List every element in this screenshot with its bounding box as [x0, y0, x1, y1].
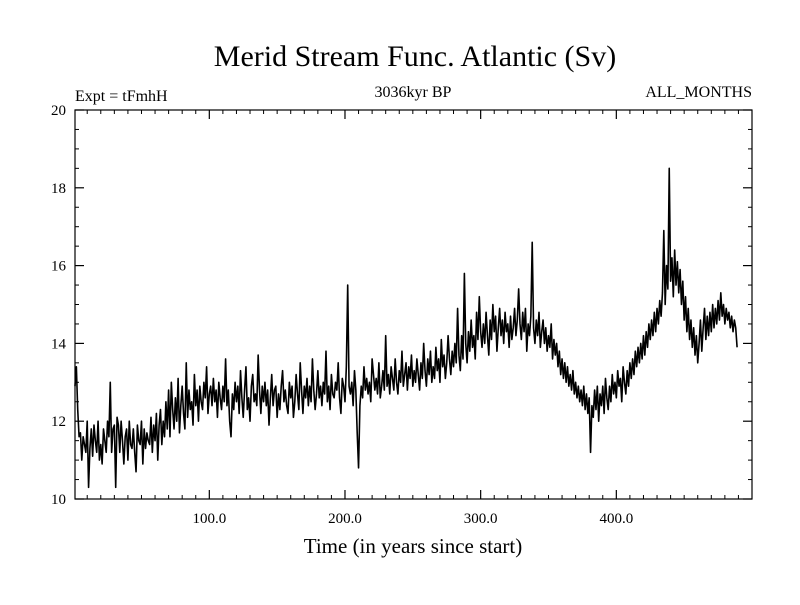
- x-tick-label: 100.0: [192, 511, 226, 527]
- y-tick-label: 10: [51, 492, 66, 508]
- y-tick-labels: 10 12 14 16 18 20: [51, 103, 67, 508]
- months-label: ALL_MONTHS: [645, 84, 752, 101]
- major-ticks: [75, 109, 752, 500]
- experiment-label: Expt = tFmhH: [75, 88, 168, 105]
- series-line: [74, 167, 738, 489]
- y-tick-label: 14: [51, 336, 67, 352]
- minor-ticks: [75, 110, 752, 499]
- chart-title: Merid Stream Func. Atlantic (Sv): [214, 40, 616, 73]
- y-tick-label: 12: [51, 414, 66, 430]
- y-tick-label: 20: [51, 103, 66, 119]
- y-tick-label: 18: [51, 181, 66, 197]
- x-tick-label: 300.0: [464, 511, 498, 527]
- chart-subtitle: 3036kyr BP: [375, 84, 452, 101]
- plot-frame: [74, 109, 753, 500]
- x-axis-title: Time (in years since start): [304, 534, 523, 558]
- x-tick-label: 400.0: [599, 511, 633, 527]
- x-tick-label: 200.0: [328, 511, 362, 527]
- x-tick-labels: 100.0 200.0 300.0 400.0: [192, 511, 633, 527]
- y-tick-label: 16: [51, 259, 67, 275]
